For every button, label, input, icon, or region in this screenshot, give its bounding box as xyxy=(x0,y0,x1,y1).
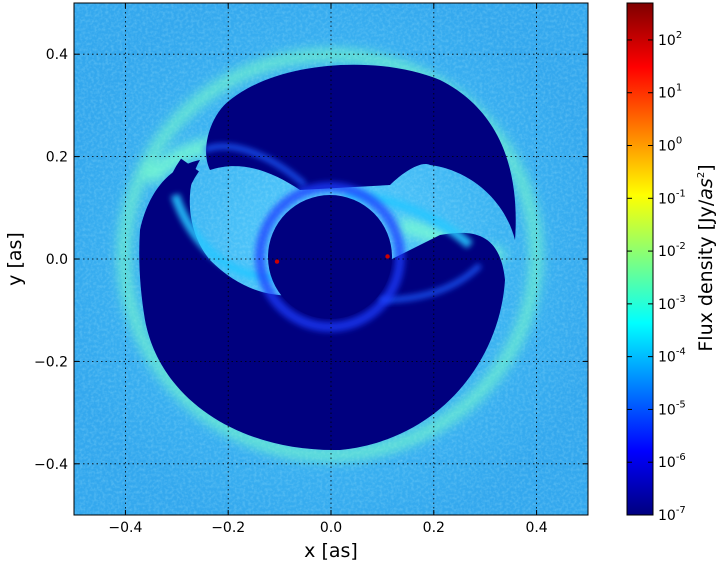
colorbar-tick-label: 10-5 xyxy=(658,399,686,418)
point-source xyxy=(274,259,280,264)
x-tick-label: 0.4 xyxy=(525,520,547,536)
x-tick-label: 0.0 xyxy=(320,520,342,536)
y-tick-label: −0.4 xyxy=(34,457,68,473)
y-axis-label: y [as] xyxy=(4,232,26,286)
colorbar-gradient xyxy=(626,2,654,516)
y-tick-label: 0.2 xyxy=(46,150,68,166)
x-axis-label: x [as] xyxy=(304,540,358,562)
colorbar-tick-label: 10-2 xyxy=(658,241,686,260)
colorbar-tick-label: 100 xyxy=(658,136,682,155)
colorbar-tick-label: 10-7 xyxy=(658,505,686,524)
x-tick-label: −0.4 xyxy=(108,520,142,536)
colorbar-tick-label: 10-3 xyxy=(658,294,686,313)
colorbar-tick-label: 101 xyxy=(658,83,682,102)
x-tick-label: −0.2 xyxy=(211,520,245,536)
point-source xyxy=(385,254,390,259)
central-hole xyxy=(268,195,392,319)
colorbar-tick-label: 102 xyxy=(658,30,682,49)
point-sources xyxy=(274,254,390,264)
colorbar-tick-label: 10-6 xyxy=(658,452,686,471)
y-tick-label: 0.4 xyxy=(46,47,68,63)
colorbar-ticks: 102 101 100 10-1 10-2 10-3 10-4 10-5 10-6 10-7 xyxy=(627,30,686,524)
disk xyxy=(139,64,516,451)
x-tick-label: 0.2 xyxy=(423,520,445,536)
grid-lines xyxy=(74,3,588,515)
colorbar-tick-label: 10-1 xyxy=(658,188,686,207)
colorbar-label: Flux density [Jy/as2] xyxy=(695,164,717,351)
y-axis-ticks: 0.4 0.2 0.0 −0.2 −0.4 xyxy=(34,47,588,473)
colorbar: 102 101 100 10-1 10-2 10-3 10-4 10-5 10-6 10-7 Fl… xyxy=(626,2,717,524)
x-axis-ticks: −0.4 −0.2 0.0 0.2 0.4 xyxy=(108,3,548,536)
heatmap-image xyxy=(74,3,588,515)
y-tick-label: −0.2 xyxy=(34,354,68,370)
colorbar-tick-label: 10-4 xyxy=(658,347,686,366)
y-tick-label: 0.0 xyxy=(46,252,68,268)
